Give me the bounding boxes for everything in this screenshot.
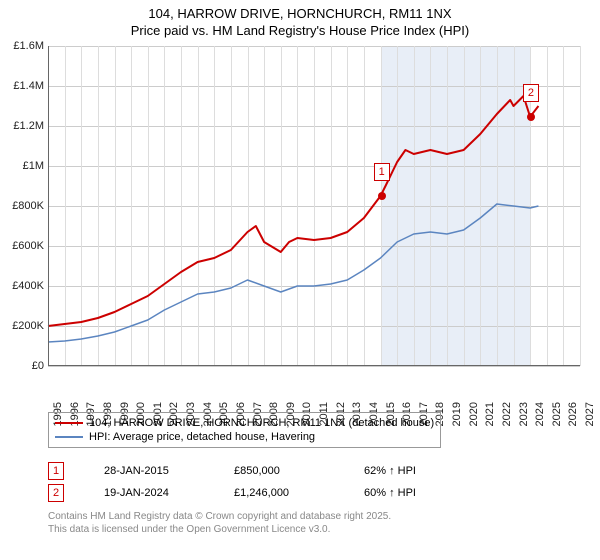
chart-lines — [48, 46, 580, 366]
y-axis-label: £800K — [2, 200, 44, 212]
legend-swatch — [55, 422, 83, 424]
y-axis-label: £1M — [2, 160, 44, 172]
sale-row: 1 28-JAN-2015 £850,000 62% ↑ HPI — [48, 460, 454, 482]
legend: 104, HARROW DRIVE, HORNCHURCH, RM11 1NX … — [48, 412, 580, 448]
sale-row: 2 19-JAN-2024 £1,246,000 60% ↑ HPI — [48, 482, 454, 504]
chart-title: 104, HARROW DRIVE, HORNCHURCH, RM11 1NX — [0, 0, 600, 23]
legend-label: HPI: Average price, detached house, Have… — [89, 431, 315, 443]
sale-row-delta: 60% ↑ HPI — [364, 487, 454, 499]
sales-table: 1 28-JAN-2015 £850,000 62% ↑ HPI 2 19-JAN-202… — [48, 460, 454, 504]
gridline-horizontal — [48, 366, 580, 367]
chart-subtitle: Price paid vs. HM Land Registry's House … — [0, 23, 600, 42]
series-line — [48, 204, 538, 342]
legend-label: 104, HARROW DRIVE, HORNCHURCH, RM11 1NX … — [89, 417, 434, 429]
sale-marker-dot — [378, 192, 386, 200]
y-axis-label: £1.6M — [2, 40, 44, 52]
sale-row-price: £850,000 — [234, 465, 324, 477]
y-axis-label: £1.2M — [2, 120, 44, 132]
y-axis-label: £200K — [2, 320, 44, 332]
footer-line-2: This data is licensed under the Open Gov… — [48, 523, 391, 536]
y-axis — [48, 46, 49, 366]
footer-line-1: Contains HM Land Registry data © Crown c… — [48, 510, 391, 523]
chart-plot-area: 12 — [48, 46, 580, 366]
y-axis-label: £400K — [2, 280, 44, 292]
x-axis — [48, 365, 580, 366]
series-line — [48, 96, 538, 326]
sale-row-price: £1,246,000 — [234, 487, 324, 499]
legend-swatch — [55, 436, 83, 438]
y-axis-label: £600K — [2, 240, 44, 252]
sale-row-date: 19-JAN-2024 — [104, 487, 194, 499]
legend-item: HPI: Average price, detached house, Have… — [55, 430, 434, 444]
attribution-footer: Contains HM Land Registry data © Crown c… — [48, 510, 391, 536]
sale-row-delta: 62% ↑ HPI — [364, 465, 454, 477]
sale-marker-dot — [527, 113, 535, 121]
sale-marker-box: 1 — [374, 163, 390, 181]
sale-row-marker: 1 — [48, 462, 64, 480]
sale-row-date: 28-JAN-2015 — [104, 465, 194, 477]
gridline-vertical — [580, 46, 581, 366]
y-axis-label: £0 — [2, 360, 44, 372]
y-axis-label: £1.4M — [2, 80, 44, 92]
x-axis-label: 2027 — [584, 402, 596, 426]
sale-row-marker: 2 — [48, 484, 64, 502]
sale-marker-box: 2 — [523, 84, 539, 102]
legend-item: 104, HARROW DRIVE, HORNCHURCH, RM11 1NX … — [55, 416, 434, 430]
